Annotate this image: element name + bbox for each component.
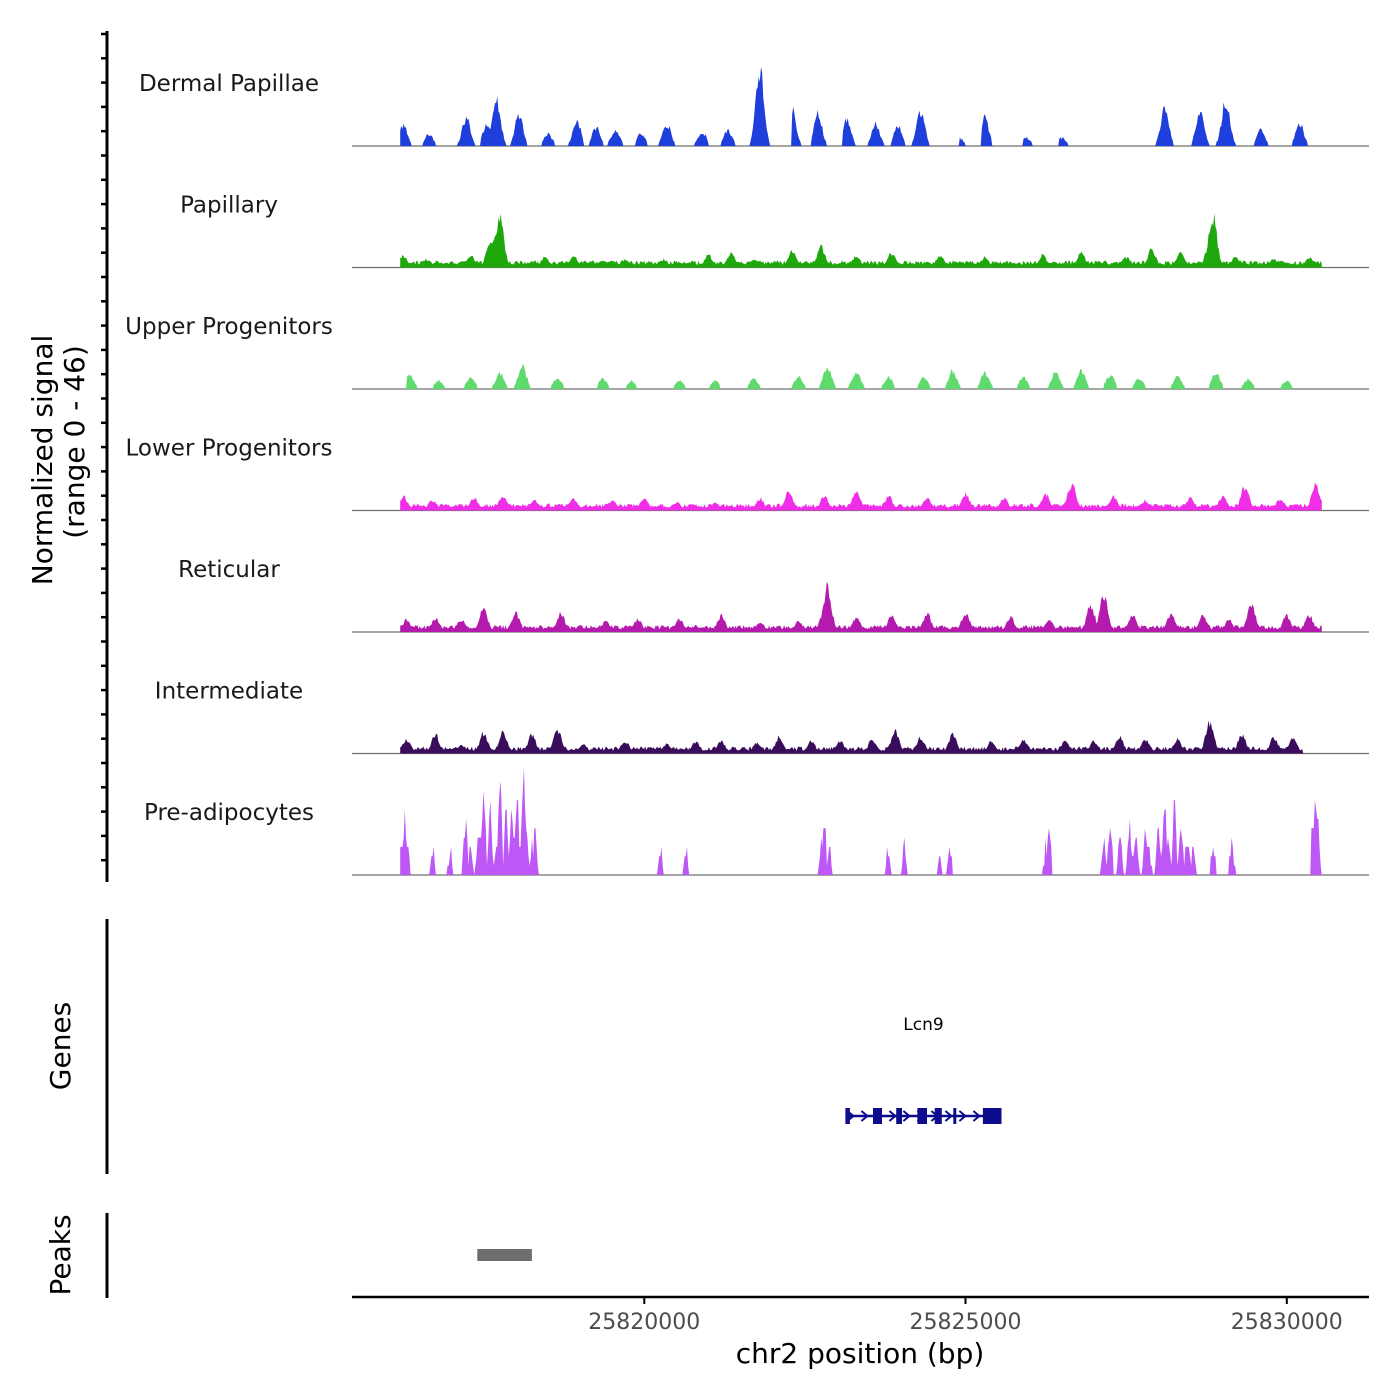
x-axis-ticks: 25820000 25825000 25830000 [588,1297,1343,1335]
track-label: Intermediate [155,679,303,705]
coverage-area [400,582,1322,632]
track-label: Lower Progenitors [126,436,333,462]
x-tick-label: 25830000 [1231,1310,1343,1335]
strand-arrow [944,1110,953,1122]
coverage-area [400,213,1322,268]
track-label: Upper Progenitors [125,314,333,340]
coverage-area [400,767,1322,875]
y-axis-label-line1: Normalized signal [26,335,59,586]
gene-models: Lcn9 [845,1015,1002,1124]
strand-arrow [902,1110,911,1122]
coverage-area [400,720,1322,754]
x-axis: 25820000 25825000 25830000 chr2 position (… [352,1295,1369,1370]
exon [917,1108,927,1124]
track-label: Dermal Papillae [139,71,319,97]
coverage-tracks: Dermal Papillae Papillary Upper Progenitor… [125,67,1369,876]
x-tick-label: 25825000 [910,1310,1022,1335]
track-intermediate: Intermediate [155,679,1369,755]
coverage-area [400,482,1322,511]
track-label: Papillary [180,193,278,219]
track-upper-progenitors: Upper Progenitors [125,314,1369,390]
exon [982,1108,1002,1124]
signal-axis [101,31,109,882]
track-label: Pre-adipocytes [144,800,314,826]
strand-arrow [972,1110,981,1122]
peak-regions [477,1249,532,1261]
gene-lcn9: Lcn9 [845,1015,1002,1124]
y-axis-label-line2: (range 0 - 46) [58,345,91,539]
x-tick-label: 25820000 [588,1310,700,1335]
track-pre-adipocytes: Pre-adipocytes [144,767,1369,876]
peaks-panel: Peaks [44,1213,532,1298]
exon [953,1108,957,1124]
strand-arrow [888,1110,897,1122]
coverage-area [400,67,1322,146]
track-papillary: Papillary [180,193,1369,269]
coverage-area [400,364,1322,389]
exon [873,1108,882,1124]
gene-name: Lcn9 [903,1015,943,1035]
peak-region [477,1249,532,1261]
exon [845,1108,850,1124]
exon [934,1108,942,1124]
exon [896,1108,902,1124]
x-axis-title: chr2 position (bp) [736,1337,985,1370]
genes-panel-label: Genes [44,1002,77,1090]
strand-arrow [958,1110,967,1122]
genes-panel: Genes Lcn9 [44,919,1002,1174]
track-label: Reticular [178,557,280,583]
track-reticular: Reticular [178,557,1369,633]
strand-arrow [860,1110,869,1122]
track-lower-progenitors: Lower Progenitors [126,436,1369,512]
track-dermal-papillae: Dermal Papillae [139,67,1369,147]
y-axis-label: Normalized signal (range 0 - 46) [26,335,91,586]
peaks-panel-label: Peaks [44,1214,77,1295]
